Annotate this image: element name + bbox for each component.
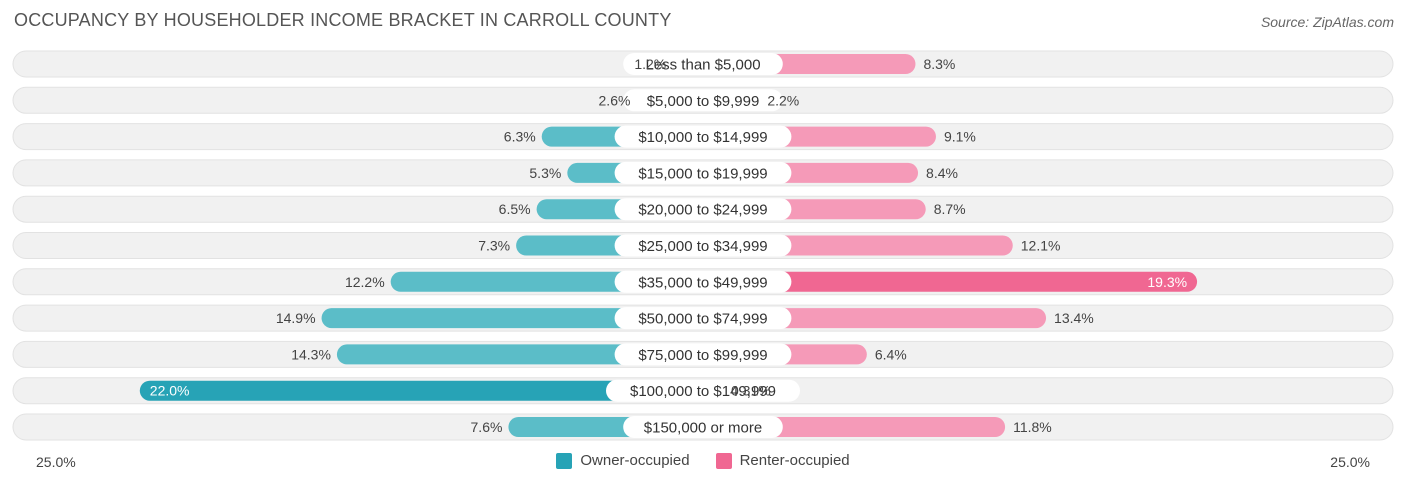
legend-owner-label: Owner-occupied — [580, 452, 690, 469]
owner-value-label: 2.6% — [599, 92, 631, 108]
source-label: Source: ZipAtlas.com — [1260, 14, 1394, 30]
legend: Owner-occupied Renter-occupied — [0, 452, 1406, 469]
owner-value-label: 14.3% — [291, 346, 331, 362]
chart-row: $35,000 to $49,999 12.2% 19.3% — [12, 268, 1394, 296]
category-label: $25,000 to $34,999 — [638, 238, 767, 255]
category-label-bg — [623, 416, 783, 438]
category-label: $15,000 to $19,999 — [638, 165, 767, 182]
owner-value-label: 7.6% — [471, 419, 503, 435]
category-label: $10,000 to $14,999 — [638, 129, 767, 146]
chart-title: OCCUPANCY BY HOUSEHOLDER INCOME BRACKET … — [14, 10, 672, 30]
renter-value-label: 8.4% — [926, 165, 958, 181]
category-label-bg — [614, 307, 792, 330]
owner-value-label: 1.2% — [634, 56, 666, 72]
category-label-bg — [614, 125, 792, 148]
axis-left-label: 25.0% — [36, 454, 76, 470]
category-label-bg — [614, 198, 792, 221]
renter-value-label: 8.7% — [934, 201, 966, 217]
chart-row: $20,000 to $24,999 6.5% 8.7% — [12, 195, 1394, 223]
owner-value-label: 5.3% — [529, 165, 561, 181]
renter-value-label: 19.3% — [1147, 274, 1187, 290]
category-label-bg — [623, 89, 783, 112]
owner-bar — [321, 308, 703, 329]
category-label: $20,000 to $24,999 — [638, 202, 767, 219]
category-label: $35,000 to $49,999 — [638, 274, 767, 291]
category-label: $150,000 or more — [644, 420, 762, 437]
chart-row: $25,000 to $34,999 7.3% 12.1% — [12, 232, 1394, 259]
owner-value-label: 14.9% — [276, 310, 316, 326]
category-label: $100,000 to $149,999 — [630, 383, 776, 400]
owner-value-label: 6.3% — [504, 129, 536, 145]
renter-bar — [703, 271, 1198, 292]
renter-value-label: 9.1% — [944, 129, 976, 145]
renter-value-label: 6.4% — [875, 346, 907, 362]
category-label: $75,000 to $99,999 — [638, 347, 767, 364]
renter-value-label: 12.1% — [1021, 238, 1061, 254]
legend-renter[interactable]: Renter-occupied — [715, 452, 850, 469]
owner-bar — [336, 344, 703, 365]
category-label-bg — [614, 234, 792, 257]
category-label-bg — [614, 343, 792, 366]
owner-value-label: 12.2% — [345, 274, 385, 290]
category-label: $5,000 to $9,999 — [647, 93, 760, 110]
chart-row: $150,000 or more 7.6% 11.8% — [12, 413, 1394, 441]
renter-value-label: 2.2% — [767, 92, 799, 108]
legend-owner[interactable]: Owner-occupied — [556, 452, 690, 469]
category-label: Less than $5,000 — [645, 57, 760, 74]
category-label-bg — [614, 270, 792, 293]
axis-right-label: 25.0% — [1330, 454, 1370, 470]
chart-row: $75,000 to $99,999 14.3% 6.4% — [12, 340, 1394, 368]
category-label-bg — [623, 53, 783, 75]
renter-value-label: 13.4% — [1054, 310, 1094, 326]
legend-renter-swatch — [715, 452, 732, 469]
renter-value-label: 8.3% — [923, 56, 955, 72]
chart-row: $5,000 to $9,999 2.6% 2.2% — [12, 86, 1394, 114]
category-label-bg — [606, 379, 800, 402]
legend-renter-label: Renter-occupied — [739, 452, 850, 469]
owner-value-label: 7.3% — [478, 238, 510, 254]
chart-row: $50,000 to $74,999 14.9% 13.4% — [12, 304, 1394, 332]
owner-value-label: 6.5% — [499, 201, 531, 217]
chart-row: $10,000 to $14,999 6.3% 9.1% — [12, 123, 1394, 151]
chart-row: $100,000 to $149,999 22.0% 0.31% — [12, 377, 1394, 405]
category-label: $50,000 to $74,999 — [638, 311, 767, 328]
renter-value-label: 11.8% — [1013, 419, 1052, 435]
category-label-bg — [614, 161, 792, 184]
legend-owner-swatch — [556, 452, 573, 469]
renter-value-label: 0.31% — [731, 383, 771, 399]
owner-value-label: 22.0% — [150, 383, 190, 399]
owner-bar — [139, 380, 704, 401]
chart-row: $15,000 to $19,999 5.3% 8.4% — [12, 159, 1394, 187]
